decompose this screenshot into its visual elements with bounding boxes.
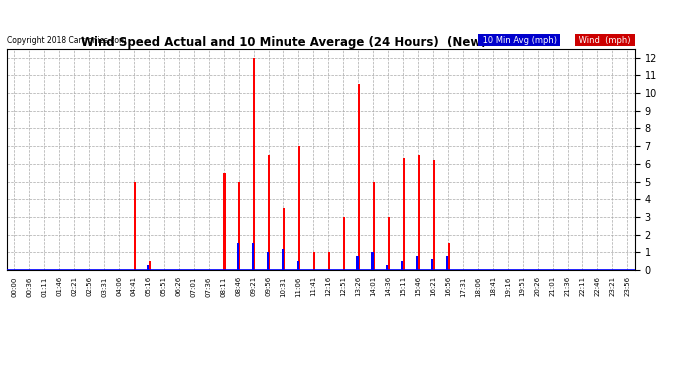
Bar xyxy=(433,160,435,270)
Bar xyxy=(282,249,284,270)
Bar xyxy=(386,265,388,270)
Text: Wind  (mph): Wind (mph) xyxy=(576,36,633,45)
Bar xyxy=(134,182,136,270)
Bar xyxy=(313,252,315,270)
Bar xyxy=(147,265,149,270)
Text: 10 Min Avg (mph): 10 Min Avg (mph) xyxy=(480,36,559,45)
Bar xyxy=(253,58,255,270)
Bar xyxy=(358,84,360,270)
Bar xyxy=(298,146,300,270)
Bar xyxy=(224,172,226,270)
Bar xyxy=(238,182,241,270)
Title: Wind Speed Actual and 10 Minute Average (24 Hours)  (New)  20181017: Wind Speed Actual and 10 Minute Average … xyxy=(81,36,560,49)
Bar xyxy=(343,217,345,270)
Bar xyxy=(266,252,269,270)
Bar xyxy=(446,256,448,270)
Bar xyxy=(371,252,373,270)
Bar xyxy=(148,261,151,270)
Bar xyxy=(252,243,254,270)
Bar xyxy=(431,260,433,270)
Bar xyxy=(268,155,270,270)
Text: Copyright 2018 Cartronics.com: Copyright 2018 Cartronics.com xyxy=(7,36,126,45)
Bar xyxy=(416,256,418,270)
Bar xyxy=(373,182,375,270)
Bar xyxy=(388,217,390,270)
Bar xyxy=(297,261,299,270)
Bar xyxy=(401,261,404,270)
Bar xyxy=(283,208,286,270)
Bar xyxy=(356,256,359,270)
Bar xyxy=(403,159,405,270)
Bar xyxy=(448,243,450,270)
Bar xyxy=(328,252,331,270)
Bar xyxy=(237,243,239,270)
Bar xyxy=(417,155,420,270)
